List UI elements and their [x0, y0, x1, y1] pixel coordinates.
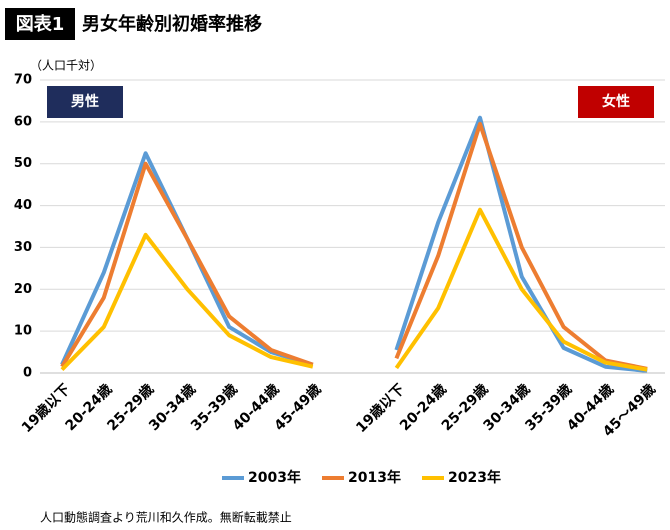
series-line	[394, 207, 648, 372]
x-tick-label: 19歳以下	[353, 381, 408, 436]
badge-box	[5, 8, 75, 40]
note: 人口動態調査より荒川和久作成。無断転載禁止	[40, 510, 292, 525]
y-tick-label: 50	[14, 156, 32, 171]
y-tick-label: 70	[14, 73, 32, 88]
y-tick-label: 60	[14, 114, 32, 129]
panel-label: 女性	[602, 93, 630, 110]
legend-label: 2013年	[348, 469, 401, 486]
legend-label: 2003年	[248, 469, 301, 486]
x-tick-label: 45-49歳	[271, 381, 325, 435]
y-tick-label: 10	[14, 324, 32, 339]
y-tick-label: 40	[14, 198, 32, 213]
badge: 図表1	[16, 13, 65, 35]
panel-label-box	[47, 86, 123, 118]
y-tick-label: 20	[14, 282, 32, 297]
chart-title: 男女年齢別初婚率推移	[82, 13, 262, 35]
panel-label: 男性	[71, 93, 99, 110]
series-line	[394, 115, 648, 373]
x-tick-label: 19歳以下	[18, 381, 73, 436]
series-line	[60, 232, 314, 372]
y-tick-label: 0	[23, 366, 32, 381]
series-line	[60, 161, 314, 368]
panel-label-box	[578, 86, 654, 118]
y-axis-label: （人口千対）	[30, 59, 102, 73]
legend-label: 2023年	[448, 469, 501, 486]
y-tick-label: 30	[14, 240, 32, 255]
series-line	[394, 121, 648, 371]
